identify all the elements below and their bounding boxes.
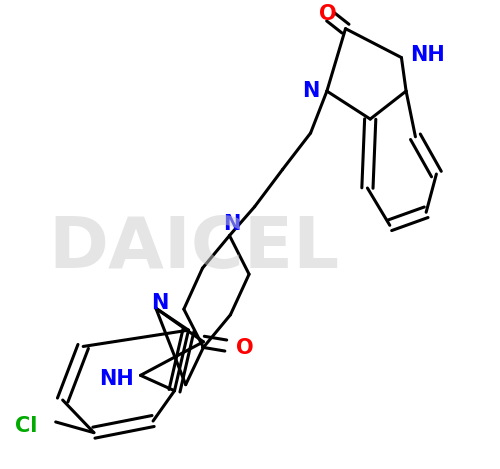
Text: O: O: [236, 338, 254, 358]
Text: DAICEL: DAICEL: [48, 214, 340, 283]
Text: N: N: [151, 293, 168, 313]
Text: Cl: Cl: [14, 416, 37, 436]
Text: NH: NH: [99, 369, 134, 389]
Text: O: O: [319, 4, 336, 24]
Text: NH: NH: [410, 45, 444, 65]
Text: N: N: [223, 214, 240, 234]
Text: N: N: [302, 81, 320, 101]
